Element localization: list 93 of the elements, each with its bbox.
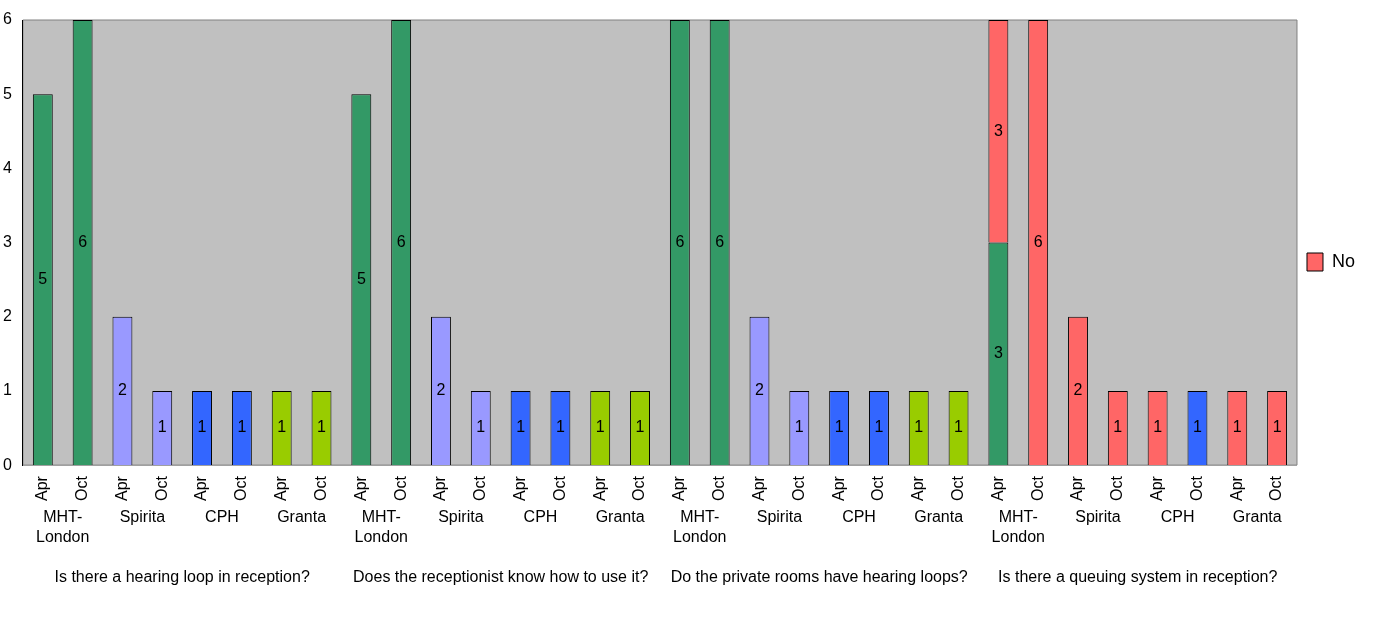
x-tick-label: Apr [192, 475, 210, 502]
x-tick-label: Oct [1187, 475, 1205, 501]
y-tick-label: 6 [2, 10, 12, 28]
text: CPH [523, 508, 558, 526]
data-label: 5 [356, 270, 366, 288]
data-label: 6 [396, 232, 406, 250]
x-tick-label: Oct [1028, 475, 1046, 501]
text: Does the receptionist know how to use it? [353, 568, 649, 586]
text: Granta [1232, 508, 1282, 526]
text: Spirita [756, 508, 803, 526]
text: MHT-London [36, 508, 90, 546]
data-label: 1 [794, 418, 804, 436]
y-tick-label: 4 [2, 158, 12, 176]
text: Granta [914, 508, 964, 526]
x-tick-label: Oct [550, 475, 568, 501]
x-tick-label: Apr [431, 475, 449, 502]
x-tick-label: Apr [988, 475, 1006, 502]
x-tick-label: Apr [1227, 475, 1245, 502]
x-tick-label: Oct [948, 475, 966, 501]
text: Do the private rooms have hearing loops? [670, 568, 968, 586]
x-tick-label: Oct [391, 475, 409, 501]
y-tick-label: 2 [2, 307, 12, 325]
data-label: 6 [675, 232, 685, 250]
data-label: 2 [436, 381, 446, 399]
data-label: 3 [993, 344, 1003, 362]
y-tick-label: 0 [2, 455, 12, 473]
data-label: 2 [1073, 381, 1083, 399]
y-tick-label: 1 [2, 381, 12, 399]
text: CPH [842, 508, 876, 526]
legend-label: No [1331, 250, 1356, 271]
x-tick-label: Apr [351, 475, 369, 502]
data-label: 5 [38, 270, 48, 288]
text: MHT-London [354, 508, 408, 546]
text: Granta [277, 508, 327, 526]
x-tick-label: Apr [749, 475, 767, 502]
text: CPH [1160, 508, 1195, 526]
x-tick-label: Oct [1108, 475, 1126, 501]
data-label: 1 [197, 418, 207, 436]
text: CPH [205, 508, 239, 526]
data-label: 1 [1113, 418, 1123, 436]
data-label: 3 [993, 121, 1003, 139]
x-tick-label: Apr [272, 475, 290, 502]
x-tick-label: Apr [1068, 475, 1086, 502]
x-tick-label: Oct [73, 475, 91, 501]
x-tick-label: Oct [152, 475, 170, 501]
data-label: 1 [516, 418, 526, 436]
x-tick-label: Oct [232, 475, 250, 501]
x-tick-label: Oct [471, 475, 489, 501]
x-tick-label: Apr [33, 475, 51, 502]
data-label: 1 [1193, 418, 1202, 436]
text: Spirita [119, 508, 166, 526]
x-tick-label: Oct [630, 475, 648, 501]
data-label: 1 [476, 418, 486, 436]
data-label: 1 [635, 418, 645, 436]
text: Is there a hearing loop in reception? [54, 568, 310, 586]
x-tick-label: Apr [1148, 475, 1166, 502]
data-label: 2 [755, 381, 765, 399]
data-label: 1 [1272, 418, 1282, 436]
data-label: 1 [317, 418, 327, 436]
data-label: 1 [1232, 418, 1242, 436]
text: Spirita [438, 508, 484, 526]
x-tick-label: Oct [1267, 475, 1285, 501]
data-label: 1 [277, 418, 287, 436]
x-tick-label: Apr [909, 475, 927, 502]
y-tick-label: 5 [2, 84, 12, 102]
data-label: 1 [914, 418, 924, 436]
text: MHT-London [991, 508, 1045, 546]
x-tick-label: Oct [869, 475, 887, 501]
data-label: 1 [237, 418, 247, 436]
data-label: 6 [1033, 232, 1043, 250]
x-tick-label: Oct [311, 475, 329, 501]
text: Granta [595, 508, 645, 526]
x-tick-label: Apr [112, 475, 130, 502]
data-label: 1 [954, 418, 964, 436]
data-label: 1 [595, 418, 605, 436]
data-label: 6 [78, 232, 88, 250]
data-label: 6 [715, 232, 725, 250]
x-tick-label: Oct [789, 475, 807, 501]
data-label: 1 [834, 418, 844, 436]
data-label: 2 [117, 381, 127, 399]
data-label: 1 [874, 418, 884, 436]
x-tick-label: Oct [710, 475, 728, 501]
y-tick-label: 3 [2, 232, 12, 250]
x-tick-label: Apr [511, 475, 528, 502]
x-tick-label: Apr [670, 475, 688, 502]
data-label: 1 [157, 418, 167, 436]
data-label: 1 [1153, 418, 1163, 436]
data-label: 1 [555, 418, 565, 436]
x-tick-label: Apr [829, 475, 847, 502]
x-tick-label: Apr [590, 475, 608, 502]
text: Spirita [1075, 508, 1121, 526]
text: Is there a queuing system in reception? [998, 568, 1278, 586]
text: MHT-London [673, 508, 727, 546]
